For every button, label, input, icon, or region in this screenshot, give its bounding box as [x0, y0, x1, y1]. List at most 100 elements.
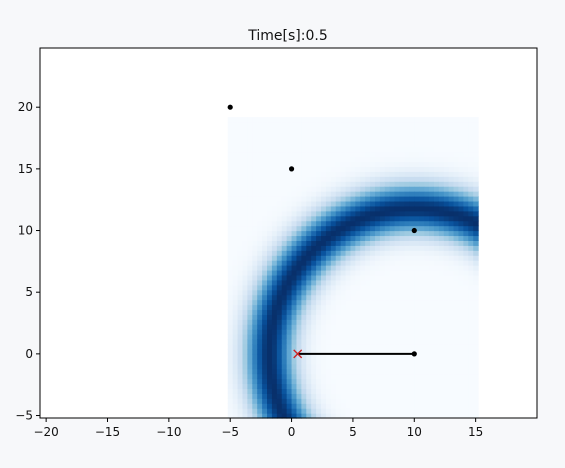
heatmap-cell [355, 260, 361, 266]
heatmap-cell [227, 186, 234, 192]
heatmap-cell [276, 383, 283, 389]
heatmap-cell [404, 373, 410, 380]
heatmap-cell [438, 314, 445, 320]
heatmap-cell [429, 294, 435, 301]
heatmap-cell [306, 334, 312, 340]
heatmap-cell [232, 413, 239, 419]
heatmap-cell [419, 200, 425, 207]
heatmap-cell [375, 403, 381, 409]
heatmap-cell [468, 393, 474, 399]
heatmap-cell [360, 220, 366, 227]
heatmap-cell [345, 117, 352, 123]
heatmap-cell [350, 309, 356, 315]
heatmap-cell [276, 117, 283, 123]
heatmap-cell [321, 205, 327, 212]
heatmap-cell [375, 363, 381, 370]
heatmap-cell [409, 348, 415, 355]
heatmap-cell [463, 151, 469, 158]
heatmap-cell [458, 230, 464, 237]
heatmap-cell [370, 383, 376, 389]
heatmap-cell [379, 314, 386, 320]
heatmap-cell [252, 319, 258, 325]
heatmap-cell [438, 378, 445, 385]
heatmap-cell [414, 181, 420, 187]
heatmap-cell [409, 279, 415, 286]
heatmap-cell [404, 240, 410, 246]
heatmap-cell [311, 289, 317, 296]
heatmap-cell [291, 329, 298, 335]
heatmap-cell [330, 245, 337, 251]
heatmap-cell [325, 408, 332, 414]
heatmap-cell [360, 136, 366, 143]
heatmap-cell [311, 131, 317, 138]
heatmap-cell [370, 220, 376, 227]
heatmap-cell [340, 274, 347, 281]
heatmap-cell [468, 398, 474, 404]
heatmap-cell [257, 383, 263, 389]
heatmap-cell [424, 250, 430, 256]
heatmap-cell [340, 191, 347, 197]
heatmap-cell [473, 220, 479, 227]
heatmap-cell [429, 358, 435, 365]
heatmap-cell [301, 131, 307, 138]
heatmap-cell [257, 408, 263, 414]
heatmap-cell [257, 393, 263, 399]
heatmap-cell [433, 230, 440, 237]
heatmap-cell [311, 196, 317, 202]
heatmap-cell [281, 186, 288, 192]
heatmap-cell [330, 265, 337, 271]
heatmap-cell [262, 126, 268, 133]
heatmap-cell [232, 294, 239, 301]
heatmap-cell [414, 388, 420, 394]
heatmap-cell [335, 151, 342, 158]
heatmap-cell [237, 205, 244, 212]
heatmap-cell [419, 136, 425, 143]
heatmap-cell [345, 171, 352, 177]
heatmap-cell [296, 205, 302, 212]
heatmap-cell [473, 166, 479, 172]
heatmap-cell [375, 200, 381, 207]
heatmap-cell [271, 161, 278, 167]
heatmap-cell [399, 255, 406, 261]
heatmap-cell [296, 225, 302, 232]
heatmap-cell [306, 408, 312, 414]
heatmap-cell [350, 299, 356, 306]
heatmap-cell [375, 156, 381, 163]
heatmap-cell [433, 393, 440, 399]
heatmap-cell [379, 398, 386, 404]
heatmap-cell [296, 176, 302, 182]
heatmap-cell [321, 141, 327, 148]
heatmap-cell [316, 117, 322, 123]
heatmap-cell [458, 373, 464, 380]
heatmap-cell [360, 200, 366, 207]
heatmap-cell [443, 329, 450, 335]
heatmap-cell [438, 304, 445, 311]
heatmap-cell [306, 398, 312, 404]
heatmap-cell [325, 205, 332, 212]
heatmap-cell [399, 274, 406, 281]
heatmap-cell [325, 368, 332, 375]
heatmap-cell [267, 166, 273, 172]
heatmap-cell [271, 136, 278, 143]
heatmap-cell [345, 368, 352, 375]
heatmap-cell [321, 413, 327, 419]
heatmap-cell [286, 334, 293, 340]
heatmap-cell [473, 156, 479, 163]
heatmap-cell [232, 383, 239, 389]
heatmap-cell [379, 146, 386, 153]
heatmap-cell [252, 294, 258, 301]
heatmap-cell [325, 304, 332, 311]
heatmap-cell [291, 289, 298, 296]
heatmap-cell [370, 210, 376, 217]
heatmap-cell [429, 393, 435, 399]
heatmap-cell [360, 378, 366, 385]
heatmap-cell [291, 196, 298, 202]
heatmap-cell [453, 388, 460, 394]
heatmap-cell [419, 131, 425, 138]
heatmap-cell [345, 255, 352, 261]
heatmap-cell [321, 131, 327, 138]
heatmap-cell [340, 353, 347, 360]
heatmap-cell [321, 319, 327, 325]
heatmap-cell [242, 166, 248, 172]
heatmap-cell [276, 339, 283, 345]
